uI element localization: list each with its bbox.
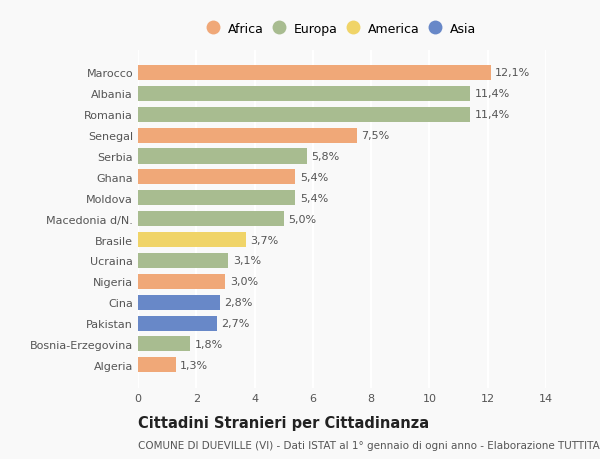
Text: 1,8%: 1,8% [195,339,223,349]
Text: 5,0%: 5,0% [288,214,316,224]
Text: 7,5%: 7,5% [361,131,389,141]
Bar [138,274,226,289]
Bar [138,149,307,164]
Text: 5,4%: 5,4% [300,173,328,183]
Text: 11,4%: 11,4% [475,89,510,99]
Text: 3,1%: 3,1% [233,256,261,266]
Bar [138,170,295,185]
Bar [138,337,190,352]
Bar [138,295,220,310]
Text: 5,4%: 5,4% [300,193,328,203]
Bar [138,233,246,247]
Text: Cittadini Stranieri per Cittadinanza: Cittadini Stranieri per Cittadinanza [138,415,429,431]
Bar [138,107,470,123]
Text: 3,0%: 3,0% [230,277,258,287]
Bar [138,212,284,227]
Bar [138,66,491,81]
Bar [138,253,229,269]
Text: COMUNE DI DUEVILLE (VI) - Dati ISTAT al 1° gennaio di ogni anno - Elaborazione T: COMUNE DI DUEVILLE (VI) - Dati ISTAT al … [138,440,600,450]
Text: 1,3%: 1,3% [180,360,208,370]
Text: 2,7%: 2,7% [221,319,250,328]
Text: 3,7%: 3,7% [250,235,278,245]
Text: 11,4%: 11,4% [475,110,510,120]
Text: 5,8%: 5,8% [311,151,340,162]
Bar [138,191,295,206]
Bar [138,87,470,101]
Bar [138,316,217,331]
Text: 12,1%: 12,1% [495,68,530,78]
Bar [138,358,176,373]
Text: 2,8%: 2,8% [224,297,253,308]
Bar [138,129,356,143]
Legend: Africa, Europa, America, Asia: Africa, Europa, America, Asia [205,20,479,40]
